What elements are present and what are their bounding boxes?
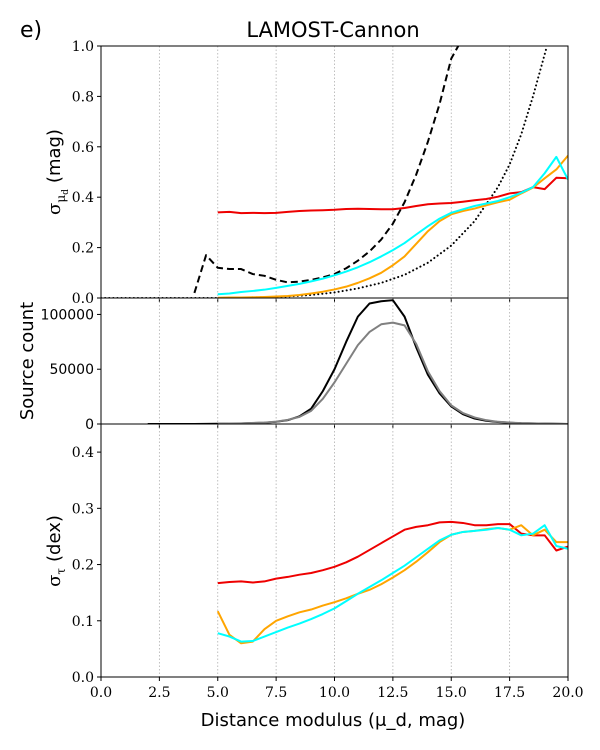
series-line-sigma_mu-orange	[217, 154, 568, 298]
x-tick-label: 17.5	[494, 685, 525, 701]
y-tick-label: 0.6	[72, 140, 94, 156]
ylabel-sub-tau: τ	[54, 568, 68, 575]
y-tick-label: 0.2	[72, 558, 94, 574]
series-line-sigma_tau-red	[217, 520, 568, 585]
y-tick-label: 0.1	[72, 614, 94, 630]
y-tick-label: 0.4	[72, 190, 94, 206]
panel-sigma-tau: 0.0 0.1 0.2 0.3 0.4 0.0 2.5 5.0 7.5 10.0 12.5 15.0 1…	[72, 423, 584, 701]
y-axis-label-source-count: Source count	[17, 302, 38, 420]
x-axis-label: Distance modulus (μ_d, mag)	[201, 710, 466, 731]
chart-title: LAMOST-Cannon	[246, 18, 419, 42]
series-line-source_count-black	[147, 299, 568, 424]
series-line-sigma_mu-dotted-reference	[101, 46, 548, 298]
x-tick-label: 7.5	[265, 685, 287, 701]
ylabel-unit-mag: (mag)	[44, 129, 65, 183]
x-tick-label: 12.5	[377, 685, 408, 701]
y-tick-label: 0.3	[72, 501, 94, 517]
y-tick-label: 100000	[41, 307, 94, 323]
panel-source-count: 0 50000 100000	[41, 297, 569, 433]
x-tick-label: 20.0	[552, 685, 583, 701]
y-tick-label: 0.0	[72, 670, 94, 686]
y-tick-label: 0.2	[72, 241, 94, 257]
ylabel-sigma-symbol: σ	[44, 203, 65, 215]
ylabel-sub-mu: μ	[54, 195, 68, 203]
series-line-sigma_tau-cyan	[217, 524, 568, 643]
ylabel-unit-dex: (dex)	[44, 515, 65, 562]
y-tick-label: 0.4	[72, 445, 94, 461]
panel-sigma-mu: 0.0 0.2 0.4 0.6 0.8 1.0	[72, 39, 569, 307]
ylabel-sigma-symbol: σ	[44, 575, 65, 587]
ylabel-subsub-d: d	[61, 189, 71, 195]
y-tick-label: 1.0	[72, 39, 94, 55]
series-line-sigma_mu-cyan	[217, 155, 568, 296]
y-tick-label: 0	[85, 417, 94, 433]
series-line-sigma_tau-orange	[216, 524, 568, 645]
y-axis-label-sigma-mu: σμd (mag)	[44, 129, 71, 215]
series-line-sigma_mu-red	[217, 176, 568, 215]
x-tick-label: 10.0	[319, 685, 350, 701]
series-line-sigma_mu-dashed-reference	[193, 46, 460, 294]
y-tick-label: 50000	[49, 362, 94, 378]
series-line-source_count-gray	[217, 321, 568, 424]
x-tick-label: 0.0	[90, 685, 112, 701]
x-tick-label: 5.0	[207, 685, 229, 701]
figure-label: e)	[20, 18, 42, 43]
y-tick-label: 0.0	[72, 291, 94, 307]
x-tick-label: 15.0	[436, 685, 467, 701]
y-axis-label-sigma-tau: στ (dex)	[44, 515, 68, 587]
x-tick-label: 2.5	[148, 685, 170, 701]
y-tick-label: 0.8	[72, 89, 94, 105]
